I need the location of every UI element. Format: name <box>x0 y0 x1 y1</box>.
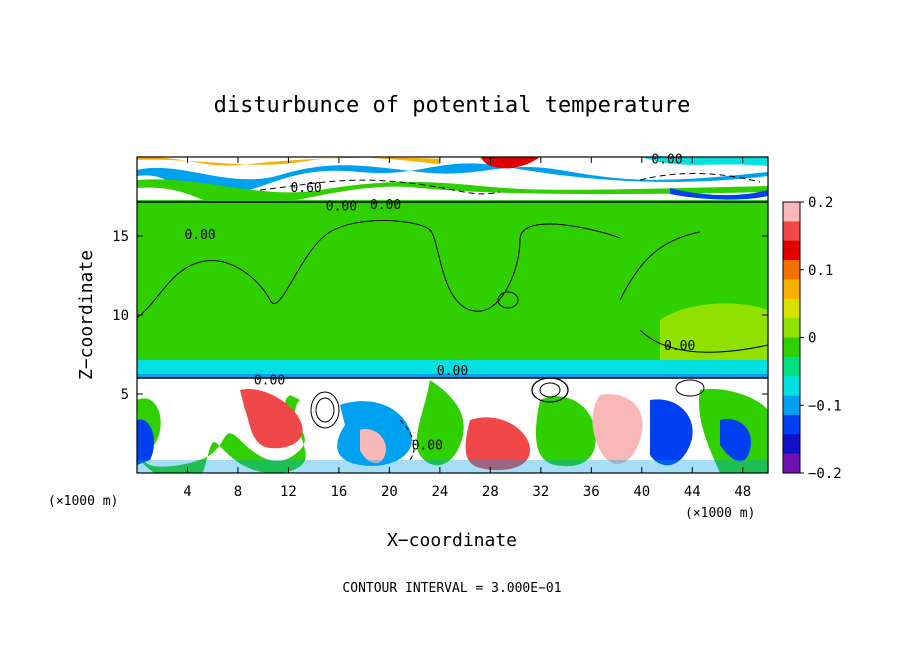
colorbar-tick-label: 0 <box>808 331 816 347</box>
colorbar-swatch <box>783 414 800 435</box>
contour-line-right-low <box>639 329 768 353</box>
contour-label: 0.60 <box>290 181 321 196</box>
contour-line-dashed-right <box>639 172 761 183</box>
contour-label: 0.00 <box>437 364 468 379</box>
contour-label: 0.00 <box>664 339 695 354</box>
x-tick-label: 4 <box>183 484 191 500</box>
contour-line-dashed-low <box>399 419 415 461</box>
chart-title: disturbunce of potential temperature <box>214 93 691 118</box>
lower-red-eddy-2 <box>465 417 530 471</box>
contour-ring-1 <box>310 391 340 429</box>
colorbar-tick-label: −0.2 <box>808 466 842 482</box>
x-tick-label: 40 <box>633 484 650 500</box>
colorbar-swatch <box>783 260 800 280</box>
lower-green-eddy-2 <box>416 380 464 466</box>
x-axis-unit-left: (×1000 m) <box>48 494 118 509</box>
contour-label: 0.00 <box>184 228 215 243</box>
contour-label: 0.00 <box>370 198 401 213</box>
blue-layer-edge <box>137 374 768 378</box>
upper-band-cyan-patch <box>640 157 768 166</box>
x-axis-unit-right: (×1000 m) <box>685 506 755 521</box>
contour-label: 0.00 <box>412 438 443 453</box>
x-axis: 4 8 12 16 20 24 28 32 36 40 44 48 <box>183 157 751 500</box>
x-axis-label: X−coordinate <box>387 530 517 551</box>
lower-blue-eddy-3 <box>650 399 693 466</box>
colorbar-swatch <box>783 453 800 474</box>
colorbar-swatch <box>783 376 800 397</box>
contour-label: 0.00 <box>254 374 285 389</box>
contour-label: 0.00 <box>326 200 357 215</box>
x-tick-label: 44 <box>684 484 701 500</box>
colorbar-tick-label: 0.2 <box>808 195 833 211</box>
contour-ring-3 <box>531 377 569 403</box>
colorbar-swatch <box>783 395 800 416</box>
x-tick-label: 32 <box>532 484 549 500</box>
y-axis-label: Z−coordinate <box>76 250 97 380</box>
lower-pink-eddy-1 <box>360 429 386 464</box>
plot-area <box>136 156 769 474</box>
upper-band-red-patch <box>480 157 540 169</box>
upper-band-blue-streak <box>137 163 768 199</box>
colorbar-swatch <box>783 279 800 300</box>
colorbar-swatch <box>783 202 800 222</box>
bottom-blue-strip <box>137 460 768 473</box>
lower-pink-eddy-2 <box>592 394 643 464</box>
x-tick-label: 48 <box>734 484 751 500</box>
colorbar-swatch <box>783 434 800 455</box>
colorbar-swatch <box>783 356 800 377</box>
z-tick-label: 10 <box>112 308 129 324</box>
contour-ring-2 <box>315 397 335 423</box>
colorbar-swatch <box>783 298 800 319</box>
colorbar-tick-label: −0.1 <box>808 398 842 414</box>
upper-band-green-streak <box>137 179 768 208</box>
contour-line-mid <box>137 219 621 319</box>
contour-interval-note: CONTOUR INTERVAL = 3.000E−01 <box>342 581 561 596</box>
lower-green-eddy-3 <box>535 396 596 467</box>
contour-ring-5 <box>675 379 705 397</box>
z-tick-label: 15 <box>112 229 129 245</box>
x-tick-label: 20 <box>381 484 398 500</box>
colorbar-swatch <box>783 221 800 242</box>
lower-green-eddy-1 <box>137 395 306 473</box>
x-tick-label: 36 <box>583 484 600 500</box>
cyan-stable-layer <box>137 360 768 378</box>
contour-line-dashed-upper <box>259 179 501 195</box>
contour-label: 0.00 <box>651 152 682 167</box>
colorbar-swatch <box>783 240 800 261</box>
lower-blue-eddy-4 <box>720 419 751 462</box>
x-tick-label: 24 <box>431 484 448 500</box>
upper-band-darkblue-streak <box>670 188 768 200</box>
z-tick-label: 5 <box>121 387 129 403</box>
contour-ring-4 <box>539 382 561 398</box>
colorbar-swatch <box>783 318 800 338</box>
x-tick-label: 8 <box>234 484 242 500</box>
lower-blue-eddy-1 <box>137 419 155 465</box>
yellowish-green-patch <box>660 303 768 360</box>
x-tick-label: 16 <box>330 484 347 500</box>
colorbar: 0.2 0.1 0 −0.1 −0.2 <box>782 195 842 482</box>
colorbar-swatch <box>783 337 800 358</box>
contour-labels: 0.00 0.60 0.00 0.00 0.00 0.00 0.00 0.00 0.00 <box>184 152 695 453</box>
contour-line-right <box>619 231 701 301</box>
lower-red-eddy-1 <box>240 389 303 449</box>
contour-ring-6 <box>497 291 519 309</box>
x-tick-label: 12 <box>280 484 297 500</box>
colorbar-tick-label: 0.1 <box>808 263 833 279</box>
z-axis: 5 10 15 <box>112 229 768 403</box>
x-tick-label: 28 <box>482 484 499 500</box>
